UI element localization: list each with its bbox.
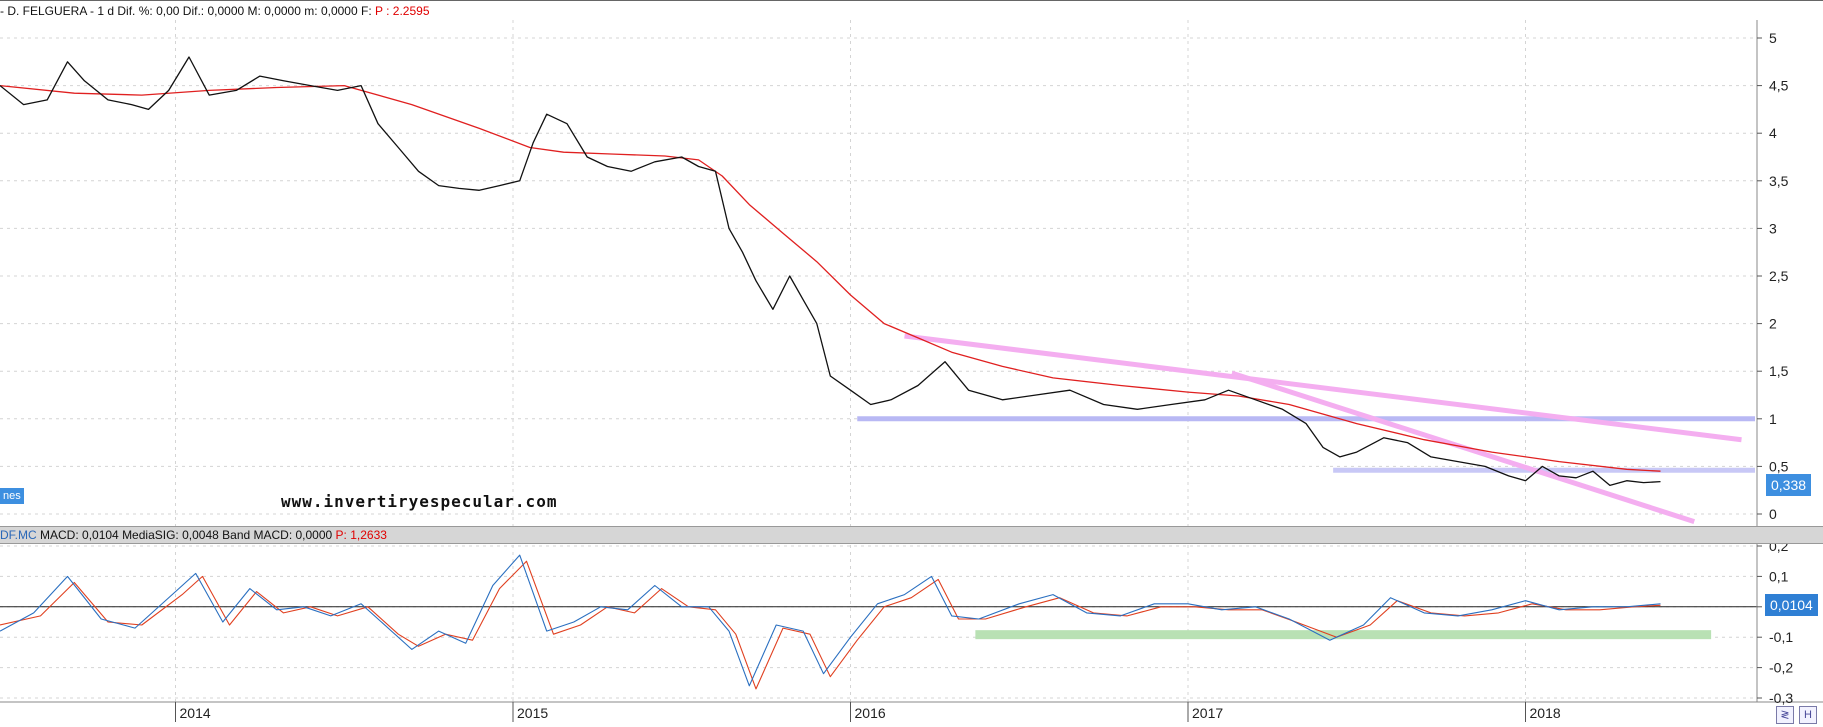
band-value: Band MACD: 0,0000 bbox=[222, 528, 333, 542]
macd-tick-label: -0,2 bbox=[1769, 660, 1793, 676]
min-label: m: bbox=[304, 4, 318, 18]
date-tick-label: 2015 bbox=[517, 705, 548, 721]
price-panel bbox=[0, 20, 1823, 525]
price-tick-label: 2 bbox=[1769, 316, 1777, 332]
macd-value: MACD: 0,0104 bbox=[40, 528, 119, 542]
macd-tick-label: 0,1 bbox=[1769, 568, 1789, 584]
f-label: F: bbox=[360, 4, 372, 18]
left-label-tag: nes bbox=[0, 488, 24, 504]
dif-pct-label: Dif. %: bbox=[117, 4, 153, 18]
macd-signal-line bbox=[0, 560, 1661, 690]
price-tick-label: 2,5 bbox=[1769, 268, 1789, 284]
macd-panel bbox=[0, 543, 1823, 702]
macd-line bbox=[0, 554, 1661, 687]
price-tick-label: 1 bbox=[1769, 411, 1777, 427]
macd-ticker: DF.MC bbox=[0, 528, 37, 542]
max-value: 0,0000 bbox=[264, 4, 301, 18]
last-macd-tag: 0,0104 bbox=[1765, 594, 1818, 616]
price-tick-label: 5 bbox=[1769, 30, 1777, 46]
grid-layer bbox=[0, 20, 1823, 702]
price-tick-label: 3 bbox=[1769, 220, 1777, 236]
scale-toggle-button[interactable]: ≷ bbox=[1776, 706, 1794, 724]
trend-line bbox=[904, 333, 1742, 443]
period-label: 1 d bbox=[97, 4, 115, 18]
date-tick-label: 2016 bbox=[855, 705, 886, 721]
price-tick-label: 4,5 bbox=[1769, 78, 1789, 94]
date-tick-label: 2017 bbox=[1192, 705, 1223, 721]
last-price-tag: 0,338 bbox=[1766, 474, 1812, 496]
macd-tick-label: -0,3 bbox=[1769, 690, 1793, 706]
price-tick-label: 4 bbox=[1769, 125, 1777, 141]
price-tick-label: 0,5 bbox=[1769, 458, 1789, 474]
max-label: M: bbox=[247, 4, 261, 18]
min-value: 0,0000 bbox=[320, 4, 358, 18]
watermark-url: www.invertiryespecular.com bbox=[281, 492, 558, 511]
dif-value: 0,0000 bbox=[207, 4, 245, 18]
price-tick-label: 3,5 bbox=[1769, 173, 1789, 189]
date-tick-label: 2014 bbox=[180, 705, 211, 721]
date-tick-label: 2018 bbox=[1530, 705, 1561, 721]
signal-value: MediaSIG: 0,0048 bbox=[122, 528, 219, 542]
moving-average-line bbox=[0, 84, 1661, 472]
macd-p-value: P: 1,2633 bbox=[335, 528, 387, 542]
price-tick-label: 0 bbox=[1769, 506, 1777, 522]
price-line bbox=[0, 56, 1661, 487]
dif-label: Dif.: bbox=[182, 4, 205, 18]
series-layer bbox=[0, 56, 1661, 690]
dif-pct-value: 0,00 bbox=[156, 4, 180, 18]
ticker-name: - D. FELGUERA - bbox=[0, 4, 95, 18]
p-value: P : 2.2595 bbox=[375, 4, 430, 18]
macd-tick-label: -0,1 bbox=[1769, 629, 1793, 645]
help-button[interactable]: H bbox=[1799, 706, 1817, 724]
macd-panel-header: DF.MC MACD: 0,0104 MediaSIG: 0,0048 Band… bbox=[0, 526, 1823, 544]
price-panel-header: - D. FELGUERA - 1 d Dif. %: 0,00 Dif.: 0… bbox=[0, 2, 1755, 20]
price-tick-label: 1,5 bbox=[1769, 363, 1789, 379]
